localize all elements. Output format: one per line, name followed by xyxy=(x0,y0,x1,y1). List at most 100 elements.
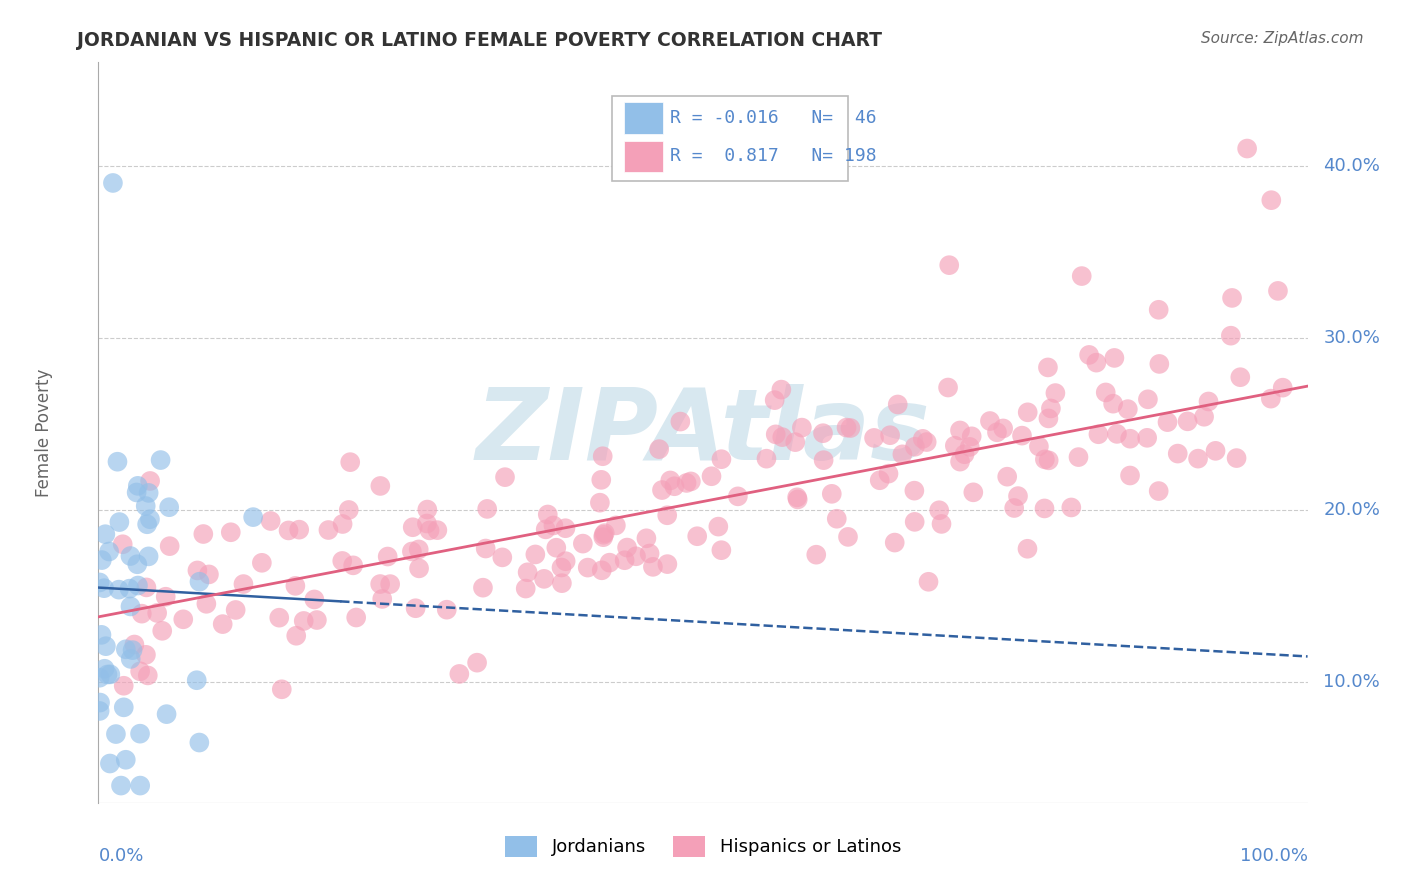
Point xyxy=(995,469,1018,483)
Point xyxy=(837,530,859,544)
Point xyxy=(1017,405,1039,419)
Point xyxy=(342,558,364,573)
Point xyxy=(136,517,159,532)
Point xyxy=(891,447,914,461)
Point xyxy=(159,539,181,553)
Point xyxy=(657,508,679,523)
Point xyxy=(1116,402,1139,417)
Point xyxy=(101,176,124,190)
Point xyxy=(1067,450,1090,464)
Point xyxy=(928,503,950,517)
Point xyxy=(232,577,254,591)
Point xyxy=(1260,392,1282,406)
Text: R = -0.016   N=  46: R = -0.016 N= 46 xyxy=(671,109,877,127)
Point xyxy=(1271,381,1294,395)
Point xyxy=(408,542,430,557)
Point xyxy=(641,559,664,574)
Point xyxy=(1136,392,1159,407)
Point xyxy=(127,558,149,572)
Point xyxy=(835,420,858,434)
Point xyxy=(370,479,392,493)
Point xyxy=(242,510,264,524)
Point xyxy=(186,563,208,577)
Point xyxy=(664,479,686,493)
Point xyxy=(710,543,733,558)
Point xyxy=(193,527,215,541)
Point xyxy=(986,425,1008,440)
Point xyxy=(371,591,394,606)
Point xyxy=(146,606,169,620)
Point xyxy=(475,502,498,516)
Point xyxy=(96,667,118,681)
Point xyxy=(1087,427,1109,442)
Point xyxy=(1033,501,1056,516)
Point xyxy=(125,485,148,500)
Point xyxy=(305,613,328,627)
Point xyxy=(877,467,900,481)
Point xyxy=(270,682,292,697)
Text: 30.0%: 30.0% xyxy=(1323,329,1381,347)
Point xyxy=(195,597,218,611)
Point xyxy=(129,665,152,679)
Point xyxy=(1070,268,1092,283)
Point xyxy=(839,421,862,435)
Point xyxy=(419,524,441,538)
Point xyxy=(1038,453,1060,467)
Text: Female Poverty: Female Poverty xyxy=(35,368,53,497)
Point xyxy=(344,610,367,624)
Point xyxy=(127,479,149,493)
Point xyxy=(1094,385,1116,400)
Point xyxy=(186,673,208,688)
Point xyxy=(887,397,910,411)
Point xyxy=(1267,284,1289,298)
Point xyxy=(991,421,1014,435)
Point xyxy=(138,549,160,564)
Point xyxy=(93,581,115,595)
Point xyxy=(408,561,430,575)
Point xyxy=(337,503,360,517)
Point xyxy=(491,550,513,565)
Point xyxy=(426,523,449,537)
Point xyxy=(129,726,152,740)
Point xyxy=(648,442,671,457)
Point xyxy=(593,526,616,541)
Point xyxy=(1011,428,1033,442)
Point xyxy=(1220,291,1243,305)
Point xyxy=(1036,360,1059,375)
Point xyxy=(589,496,612,510)
Point xyxy=(592,530,614,544)
Point xyxy=(339,455,361,469)
Point xyxy=(494,470,516,484)
Point xyxy=(188,735,211,749)
Point xyxy=(949,424,972,438)
Point xyxy=(1119,468,1142,483)
Point xyxy=(172,612,194,626)
Point xyxy=(879,428,901,442)
Point xyxy=(591,563,613,577)
Point xyxy=(1156,415,1178,429)
Point xyxy=(679,475,702,489)
Point xyxy=(416,516,439,531)
Point xyxy=(1260,193,1282,207)
Point xyxy=(1149,357,1171,371)
Point xyxy=(94,639,117,653)
Text: R =  0.817   N= 198: R = 0.817 N= 198 xyxy=(671,147,877,165)
Point xyxy=(710,452,733,467)
Point xyxy=(917,574,939,589)
Point xyxy=(669,415,692,429)
Point xyxy=(903,483,925,498)
Point xyxy=(405,601,427,615)
Point xyxy=(332,516,354,531)
Text: 10.0%: 10.0% xyxy=(1323,673,1381,691)
Point xyxy=(90,553,112,567)
Point xyxy=(115,642,138,657)
Point xyxy=(554,521,576,535)
Point xyxy=(770,430,793,444)
Point xyxy=(599,556,621,570)
Point xyxy=(700,469,723,483)
Point xyxy=(1039,401,1062,416)
Point xyxy=(1167,446,1189,460)
Point xyxy=(821,487,844,501)
Point xyxy=(112,679,135,693)
Point xyxy=(1205,443,1227,458)
